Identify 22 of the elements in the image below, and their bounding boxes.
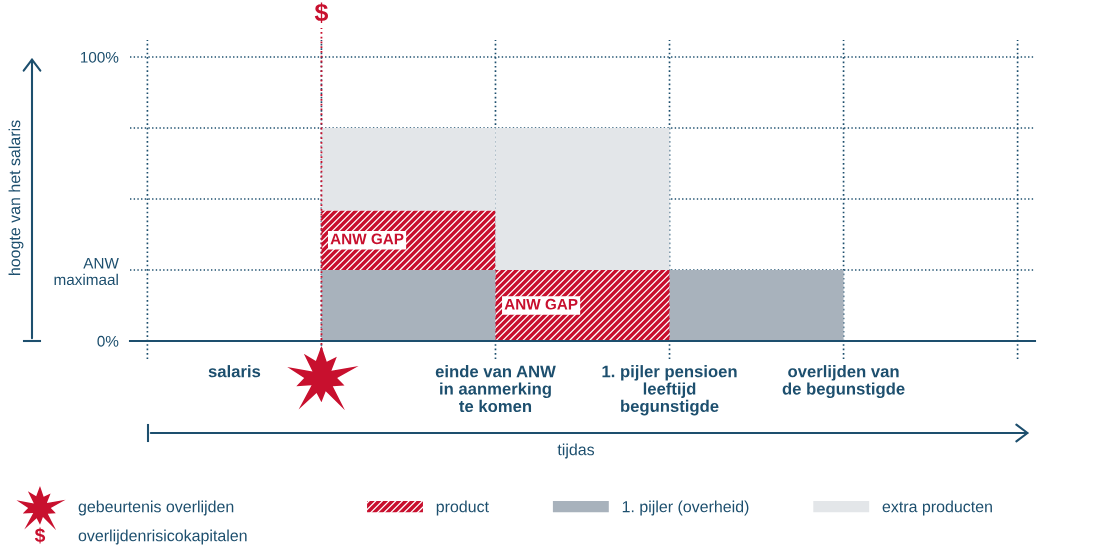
data-label: ANW GAP bbox=[504, 298, 578, 310]
y-tick-label: 0% bbox=[97, 335, 119, 347]
text: gebeurtenis overlijden bbox=[78, 500, 234, 516]
bar bbox=[321, 210, 496, 271]
y-tick-label: 100% bbox=[80, 51, 119, 63]
text: $ bbox=[34, 527, 46, 544]
y-tick-label: ANW maximaal bbox=[54, 257, 119, 286]
text: tijdas bbox=[557, 443, 595, 459]
text: overlijden van de begunstigde bbox=[782, 365, 905, 399]
legend-label: extra producten bbox=[882, 500, 992, 516]
y-axis-title: hoogte van het salaris bbox=[8, 120, 24, 276]
legend-label: 1. pijler (overheid) bbox=[622, 500, 749, 516]
bar bbox=[669, 270, 844, 341]
bar bbox=[321, 270, 496, 341]
text: $ bbox=[314, 2, 329, 23]
text: salaris bbox=[208, 365, 261, 378]
legend-label: product bbox=[436, 500, 489, 516]
text: einde van ANW in aanmerking te komen bbox=[435, 365, 556, 413]
data-label: ANW GAP bbox=[330, 233, 404, 245]
text: 1. pijler pensioen leeftijd begunstigde bbox=[602, 365, 737, 416]
bar bbox=[495, 270, 670, 341]
text: overlijdenrisicokapitalen bbox=[78, 529, 247, 545]
